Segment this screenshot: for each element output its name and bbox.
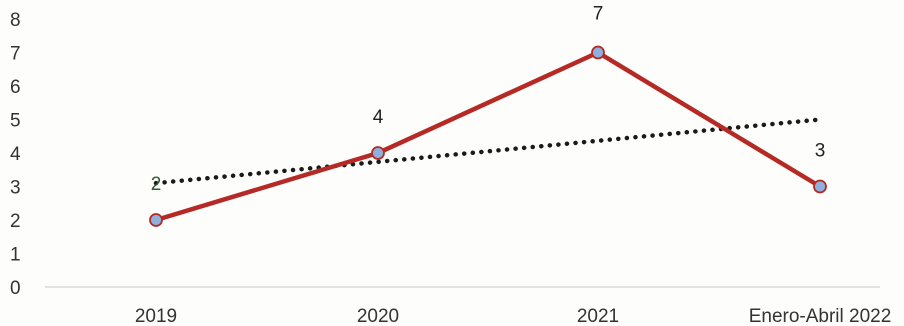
y-tick-label-4: 4 (10, 144, 21, 165)
y-tick-label-6: 6 (10, 77, 21, 98)
y-tick-label-8: 8 (10, 10, 21, 31)
data-label-layer: 2 4 7 3 (151, 4, 826, 196)
data-label-1: 4 (373, 107, 384, 128)
x-tick-label-2: 2021 (577, 306, 619, 326)
data-point-0 (149, 213, 163, 227)
x-tick-label-0: 2019 (135, 306, 177, 326)
data-point-3 (813, 179, 827, 194)
y-tick-label-3: 3 (10, 178, 21, 199)
x-tick-label-1: 2020 (357, 306, 399, 326)
data-label-0: 2 (151, 174, 162, 195)
data-label-2: 7 (593, 4, 604, 25)
axis-layer: 0 1 2 3 4 5 6 7 8 2019 2020 2021 Enero-Abril 2022 (10, 10, 891, 326)
y-tick-label-2: 2 (10, 211, 21, 232)
data-point-2 (591, 45, 605, 60)
series-line-0 (153, 50, 823, 223)
data-label-3: 3 (815, 141, 826, 162)
x-tick-label-3: Enero-Abril 2022 (749, 306, 892, 326)
y-tick-label-5: 5 (10, 111, 21, 132)
y-tick-label-1: 1 (10, 245, 21, 266)
series-layer (149, 45, 827, 227)
trendline-layer (153, 117, 823, 186)
y-tick-label-7: 7 (10, 44, 21, 65)
y-tick-label-0: 0 (10, 278, 21, 299)
trendline (153, 117, 823, 186)
data-point-1 (371, 146, 385, 160)
